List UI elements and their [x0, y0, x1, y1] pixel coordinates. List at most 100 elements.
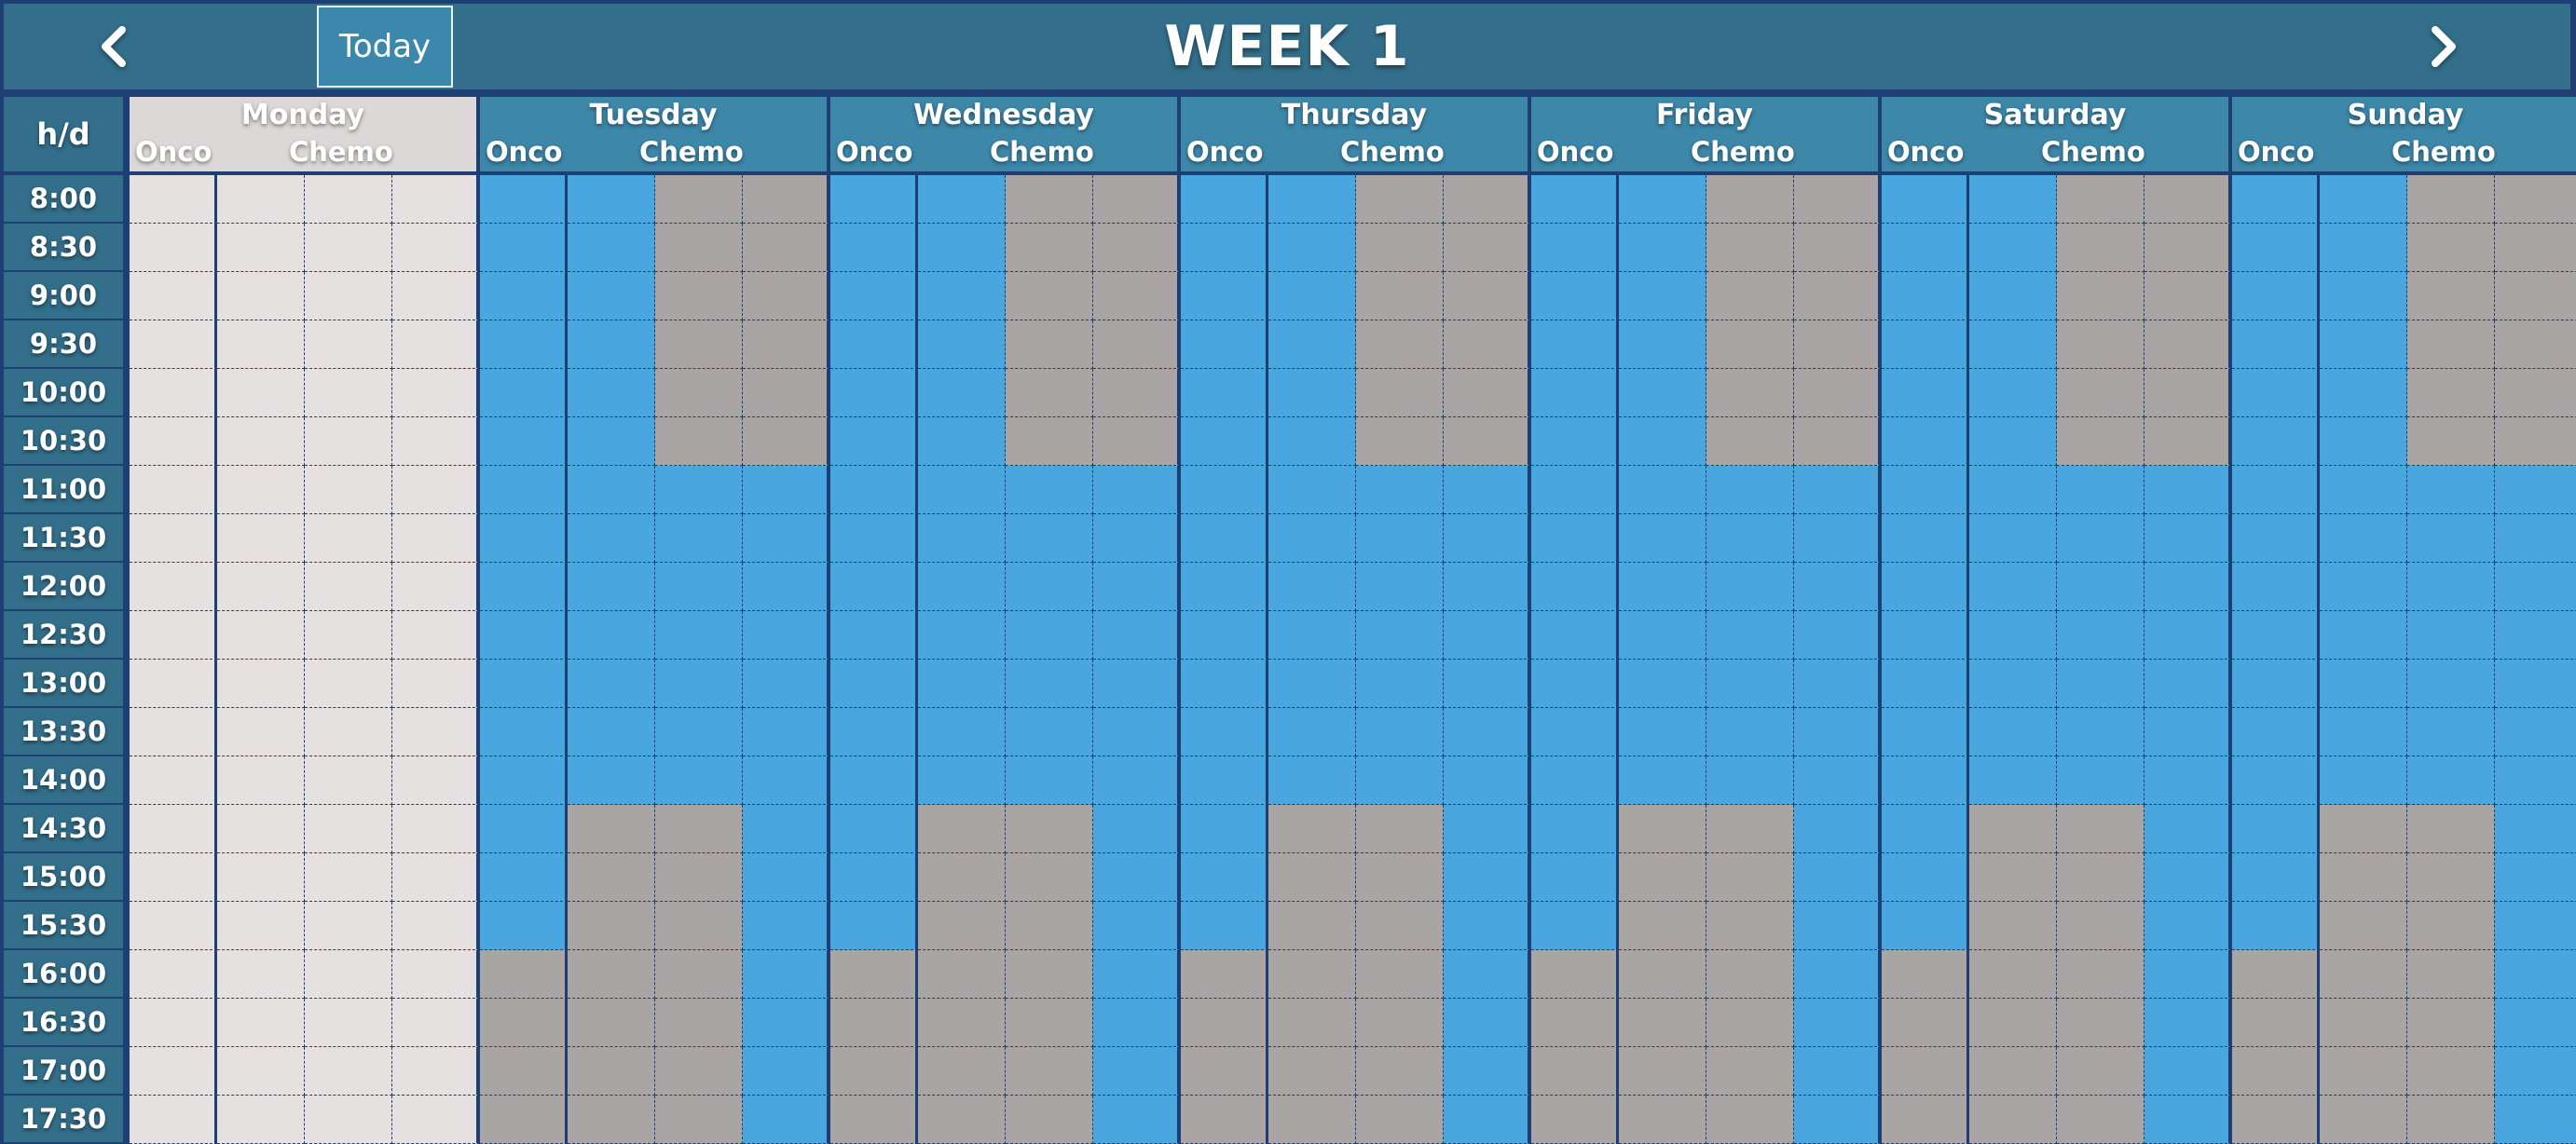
slot-tuesday-chemo-available[interactable] [743, 853, 830, 902]
slot-thursday-onco-available[interactable] [1268, 175, 1356, 224]
slot-wednesday-onco-blocked[interactable] [830, 1047, 918, 1096]
slot-tuesday-onco-available[interactable] [480, 853, 568, 902]
slot-thursday-chemo-blocked[interactable] [1444, 369, 1531, 417]
slot-sunday-onco-available[interactable] [2320, 224, 2407, 272]
slot-wednesday-chemo-available[interactable] [1093, 611, 1181, 660]
slot-friday-onco-available[interactable] [1531, 369, 1619, 417]
slot-monday-chemo-past[interactable] [392, 224, 480, 272]
slot-saturday-onco-available[interactable] [1969, 660, 2057, 708]
slot-monday-onco-past[interactable] [217, 902, 305, 950]
slot-sunday-onco-available[interactable] [2232, 272, 2320, 320]
slot-friday-onco-available[interactable] [1619, 320, 1706, 369]
slot-sunday-onco-blocked[interactable] [2320, 1047, 2407, 1096]
slot-sunday-chemo-available[interactable] [2495, 1096, 2576, 1144]
slot-saturday-chemo-blocked[interactable] [2057, 999, 2144, 1047]
slot-saturday-onco-available[interactable] [1882, 611, 1969, 660]
slot-tuesday-onco-available[interactable] [568, 272, 655, 320]
slot-wednesday-onco-blocked[interactable] [918, 805, 1006, 853]
slot-thursday-chemo-blocked[interactable] [1356, 320, 1444, 369]
slot-monday-onco-past[interactable] [130, 563, 217, 611]
slot-saturday-onco-available[interactable] [1882, 369, 1969, 417]
slot-tuesday-chemo-blocked[interactable] [743, 224, 830, 272]
slot-tuesday-onco-available[interactable] [568, 708, 655, 756]
slot-saturday-onco-available[interactable] [1882, 175, 1969, 224]
slot-sunday-chemo-available[interactable] [2407, 514, 2495, 563]
slot-monday-chemo-past[interactable] [305, 902, 392, 950]
slot-saturday-onco-available[interactable] [1969, 708, 2057, 756]
slot-thursday-onco-blocked[interactable] [1268, 950, 1356, 999]
slot-sunday-onco-available[interactable] [2320, 369, 2407, 417]
slot-friday-chemo-available[interactable] [1794, 853, 1882, 902]
slot-saturday-onco-blocked[interactable] [1969, 805, 2057, 853]
slot-wednesday-chemo-available[interactable] [1093, 756, 1181, 805]
slot-sunday-chemo-blocked[interactable] [2407, 902, 2495, 950]
slot-sunday-onco-available[interactable] [2320, 272, 2407, 320]
slot-wednesday-onco-blocked[interactable] [918, 902, 1006, 950]
slot-wednesday-onco-available[interactable] [918, 514, 1006, 563]
slot-monday-chemo-past[interactable] [305, 224, 392, 272]
slot-sunday-onco-available[interactable] [2232, 902, 2320, 950]
slot-sunday-chemo-blocked[interactable] [2495, 369, 2576, 417]
slot-wednesday-onco-available[interactable] [918, 272, 1006, 320]
slot-saturday-onco-blocked[interactable] [1882, 1096, 1969, 1144]
slot-tuesday-onco-available[interactable] [480, 320, 568, 369]
slot-sunday-chemo-available[interactable] [2495, 853, 2576, 902]
slot-thursday-chemo-available[interactable] [1444, 999, 1531, 1047]
slot-wednesday-onco-blocked[interactable] [918, 853, 1006, 902]
slot-monday-onco-past[interactable] [130, 805, 217, 853]
slot-sunday-onco-available[interactable] [2232, 514, 2320, 563]
slot-monday-onco-past[interactable] [217, 611, 305, 660]
slot-tuesday-onco-available[interactable] [568, 563, 655, 611]
slot-friday-onco-blocked[interactable] [1531, 950, 1619, 999]
slot-thursday-chemo-available[interactable] [1444, 902, 1531, 950]
slot-saturday-onco-available[interactable] [1969, 320, 2057, 369]
slot-monday-onco-past[interactable] [130, 708, 217, 756]
slot-friday-onco-available[interactable] [1531, 563, 1619, 611]
slot-monday-chemo-past[interactable] [305, 369, 392, 417]
slot-tuesday-onco-available[interactable] [480, 611, 568, 660]
slot-tuesday-onco-available[interactable] [480, 417, 568, 466]
slot-thursday-onco-available[interactable] [1181, 563, 1268, 611]
slot-wednesday-chemo-blocked[interactable] [1006, 805, 1093, 853]
slot-friday-chemo-available[interactable] [1794, 563, 1882, 611]
slot-tuesday-chemo-available[interactable] [655, 466, 743, 514]
slot-tuesday-onco-blocked[interactable] [480, 1096, 568, 1144]
slot-thursday-onco-available[interactable] [1268, 417, 1356, 466]
slot-monday-chemo-past[interactable] [392, 950, 480, 999]
slot-friday-chemo-available[interactable] [1794, 999, 1882, 1047]
slot-friday-onco-blocked[interactable] [1619, 902, 1706, 950]
slot-friday-onco-blocked[interactable] [1531, 1096, 1619, 1144]
slot-thursday-chemo-blocked[interactable] [1356, 902, 1444, 950]
slot-saturday-onco-available[interactable] [1882, 660, 1969, 708]
slot-tuesday-chemo-available[interactable] [655, 563, 743, 611]
slot-friday-onco-available[interactable] [1531, 660, 1619, 708]
slot-sunday-onco-available[interactable] [2320, 708, 2407, 756]
slot-monday-onco-past[interactable] [130, 611, 217, 660]
slot-sunday-onco-available[interactable] [2232, 756, 2320, 805]
slot-saturday-chemo-available[interactable] [2144, 999, 2232, 1047]
slot-monday-chemo-past[interactable] [305, 272, 392, 320]
slot-thursday-onco-blocked[interactable] [1181, 1047, 1268, 1096]
slot-friday-chemo-blocked[interactable] [1706, 999, 1794, 1047]
slot-friday-chemo-blocked[interactable] [1706, 853, 1794, 902]
slot-thursday-onco-blocked[interactable] [1268, 999, 1356, 1047]
slot-sunday-onco-available[interactable] [2320, 514, 2407, 563]
slot-tuesday-chemo-available[interactable] [655, 708, 743, 756]
slot-wednesday-onco-available[interactable] [830, 417, 918, 466]
slot-wednesday-onco-available[interactable] [830, 902, 918, 950]
slot-monday-chemo-past[interactable] [305, 514, 392, 563]
slot-sunday-onco-blocked[interactable] [2232, 1047, 2320, 1096]
slot-wednesday-chemo-blocked[interactable] [1006, 272, 1093, 320]
slot-friday-chemo-available[interactable] [1794, 756, 1882, 805]
slot-saturday-chemo-available[interactable] [2144, 902, 2232, 950]
slot-tuesday-chemo-blocked[interactable] [655, 1096, 743, 1144]
slot-monday-onco-past[interactable] [217, 563, 305, 611]
slot-wednesday-chemo-available[interactable] [1093, 660, 1181, 708]
slot-friday-onco-available[interactable] [1531, 611, 1619, 660]
slot-sunday-chemo-blocked[interactable] [2407, 224, 2495, 272]
slot-monday-chemo-past[interactable] [305, 563, 392, 611]
slot-sunday-chemo-available[interactable] [2407, 756, 2495, 805]
slot-sunday-chemo-blocked[interactable] [2495, 224, 2576, 272]
slot-wednesday-chemo-available[interactable] [1093, 805, 1181, 853]
slot-tuesday-onco-available[interactable] [568, 660, 655, 708]
